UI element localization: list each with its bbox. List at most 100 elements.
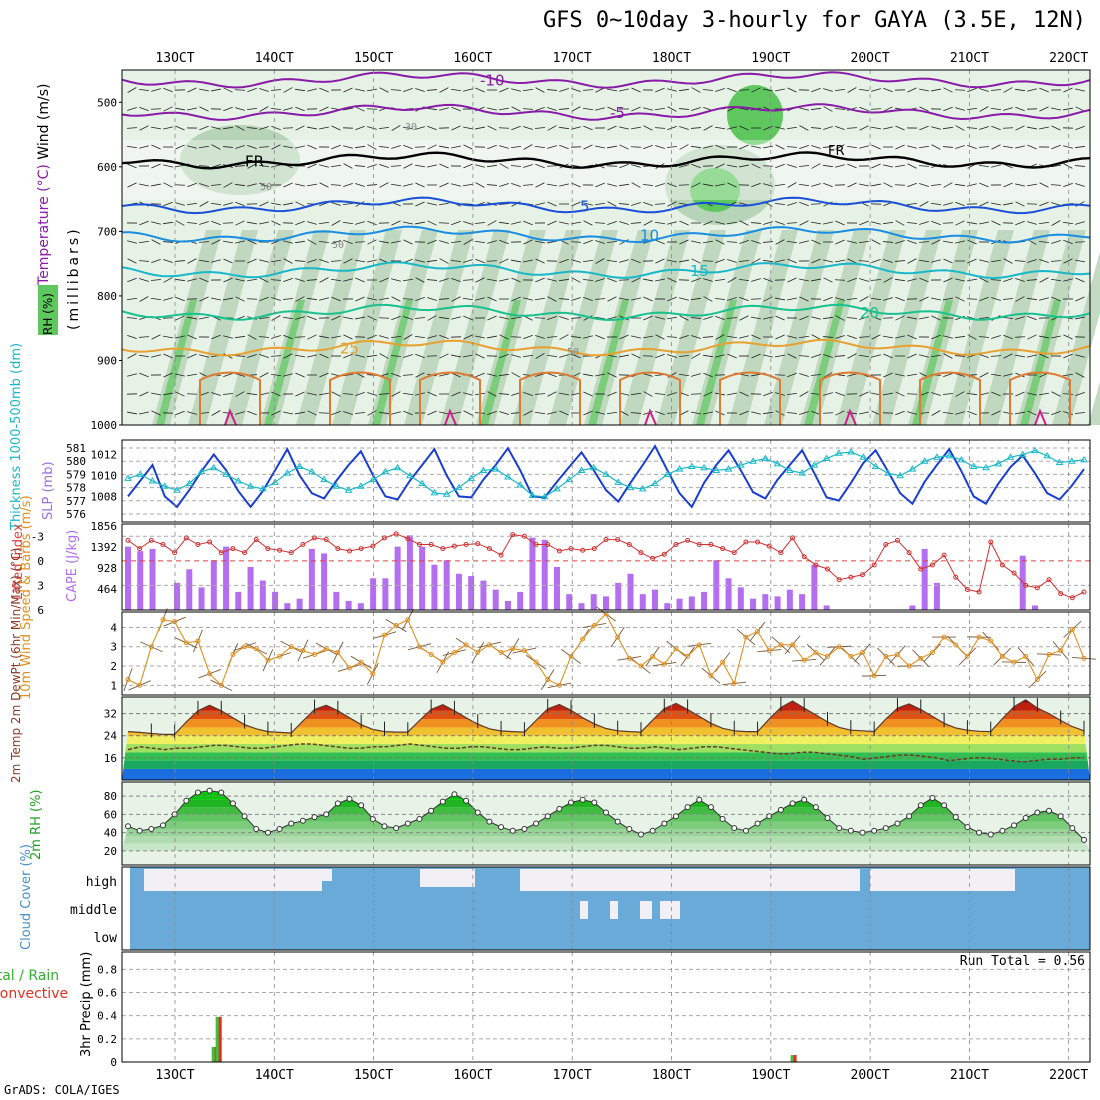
wind-barb: [463, 221, 473, 225]
wind-barb: [619, 144, 629, 150]
li-marker: [766, 543, 772, 549]
wind-barb: [151, 258, 161, 264]
wind-barb: [1063, 239, 1073, 245]
wind-barb: [583, 315, 593, 321]
cape-bar: [308, 548, 315, 610]
rh-green-band: [156, 300, 197, 425]
wind-barb: [594, 222, 606, 224]
cape-bar: [272, 591, 279, 610]
wind-barb: [343, 411, 353, 415]
wind-barb: [979, 106, 989, 112]
wind-barb: [595, 278, 605, 282]
wind-barb: [199, 221, 209, 225]
wind-barb: [822, 164, 834, 168]
series-line-dewpt: [127, 743, 1084, 763]
li-marker: [673, 541, 679, 547]
wind-barb: [558, 108, 570, 110]
wind-barb: [907, 411, 917, 415]
wind-barb: [415, 126, 425, 130]
wind-barb: [1062, 221, 1074, 225]
wind-barb: [918, 145, 930, 149]
rh-marker: [871, 827, 878, 834]
li-marker: [428, 541, 434, 547]
wind-barb: [1015, 220, 1025, 226]
cape-bar: [125, 546, 131, 610]
wind-barb: [871, 258, 881, 264]
wind-barb: [823, 259, 833, 263]
speed-marker: [218, 682, 224, 688]
wind-barb: [162, 317, 174, 319]
li-marker: [650, 555, 656, 561]
wind-barb: [582, 279, 594, 281]
wind-barb: [594, 202, 606, 206]
wind-barb: [187, 353, 197, 359]
wind-barb: [930, 184, 942, 186]
wind-barb: [498, 393, 510, 395]
wind-barb: [391, 278, 401, 282]
wind-barb: [271, 391, 281, 397]
wind-barb: [1015, 183, 1025, 187]
precip-bar-convective: [793, 1055, 797, 1062]
wind-barb: [499, 163, 509, 169]
wind-barb: [703, 145, 713, 149]
wind-barb: [883, 353, 893, 359]
wind-barb: [438, 316, 450, 320]
rh-green-band: [912, 300, 953, 425]
li-marker: [475, 541, 481, 547]
cloud-gap-middle: [640, 901, 652, 919]
wind-barb: [643, 373, 653, 377]
wind-barb: [570, 241, 582, 243]
wind-barb: [955, 125, 965, 131]
li-marker: [976, 589, 982, 595]
wind-barb: [451, 220, 461, 226]
wind-barb: [127, 107, 137, 111]
wind-barb: [1015, 145, 1025, 149]
thickness-marker: [577, 466, 586, 473]
wind-barb: [558, 298, 570, 300]
rh-marker: [742, 827, 749, 834]
wind-barb: [559, 354, 569, 358]
wind-barb: [739, 107, 749, 111]
wind-barb: [391, 315, 401, 321]
wind-barb: [403, 221, 413, 225]
wind-barb: [547, 296, 557, 302]
wind-barb: [859, 296, 869, 302]
cape-bar: [676, 598, 683, 610]
wind-barb: [402, 392, 414, 396]
panel-frame: [121, 611, 1091, 696]
wind-barb: [546, 354, 558, 358]
wind-barb: [691, 182, 701, 188]
wind-title: 10m Wind Speed & Barbs (m/s): [19, 495, 34, 700]
y-tick-label: 60: [104, 808, 117, 821]
wind-barb: [283, 353, 293, 359]
cape-bar: [370, 578, 377, 610]
wind-barb: [499, 145, 509, 149]
speed-marker: [125, 677, 131, 683]
speed-marker: [393, 623, 399, 629]
wind-barb: [895, 240, 905, 244]
wind-barb: [583, 220, 593, 226]
wind-barb: [1050, 260, 1062, 262]
temp-cell-30: [719, 371, 781, 425]
wind-barb: [1015, 411, 1025, 415]
wind-barb: [703, 391, 713, 397]
wind-barb: [667, 106, 677, 112]
wind-barb: [582, 259, 594, 263]
wind-barb: [919, 277, 929, 283]
wind-barb: [1039, 353, 1049, 359]
wind-barb: [967, 221, 977, 225]
wind-barb: [835, 297, 845, 301]
wind-barb: [223, 297, 233, 301]
x-date-label-top: 18OCT: [652, 51, 691, 66]
wind-barb: [1074, 241, 1086, 243]
wind-barb: [967, 410, 977, 416]
wind-barb: [667, 221, 677, 225]
wind-barb: [403, 316, 413, 320]
speed-marker: [755, 628, 761, 634]
wind-barb: [858, 336, 870, 338]
wind-barb: [271, 144, 281, 150]
wind-barb: [199, 106, 209, 112]
rh-marker: [253, 825, 260, 832]
wind-barb: [931, 297, 941, 301]
thickness-marker: [124, 474, 132, 481]
